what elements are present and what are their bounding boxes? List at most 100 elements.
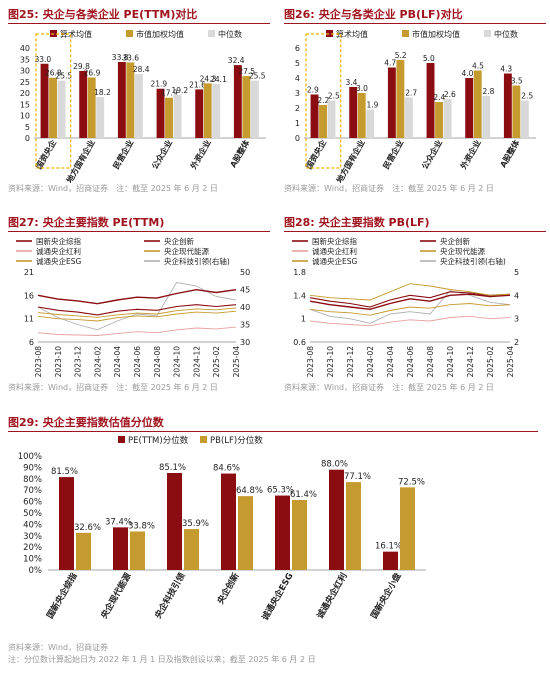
data-label: 2.2 [317,96,329,105]
figure-29-title-rule [8,431,538,432]
data-label: 26.9 [84,68,101,77]
figure-29-panel: 图29: 央企主要指数估值分位数 PE(TTM)分位数 PB(LF)分位数 0% 10%… [8,414,546,674]
bar-pb-percentile [76,532,91,570]
y-tick-label: 3 [295,89,300,98]
figure-27-number: 图27: [8,216,39,229]
category-label: 外资企业 [188,138,213,171]
bar-median [173,94,182,138]
category-label: 公众企业 [149,138,174,171]
y-tick-label: 0 [295,134,300,143]
data-label: 84.6% [213,464,240,474]
figure-29-chart: PE(TTM)分位数 PB(LF)分位数 0%10% 20%30% 40%50%60% 7… [18,435,426,622]
x-tick-label: 2024-08 [426,346,435,378]
right-y-tick-label: 35 [240,321,250,330]
x-tick-label: 2024-04 [386,346,395,378]
bar-median [366,109,375,138]
category-label: 国资央企 [33,137,58,171]
x-tick-label: 2023-10 [54,346,63,378]
series-line [37,304,237,316]
data-label: 24.1 [210,75,227,84]
data-label: 5.2 [395,51,407,60]
category-label: 央企科技引领 [153,571,188,621]
figure-26-panel: 图26: 央企与各类企业 PB(LF)对比 0 1 2 3 4 5 6 算术均值 市值加权均值 中位… [284,6,546,196]
data-label: 37.4% [105,517,132,527]
figure-28-title-rule [284,231,546,232]
data-label: 33.8 [112,53,129,62]
figure-27-source: 资料来源：Wind，招商证券 注：截至 2025 年 6 月 2 日 [8,383,218,392]
bar-mean [40,63,49,138]
legend-label: 市值加权均值 [412,29,460,39]
bar-weighted [203,83,212,138]
bar-weighted [512,85,521,138]
bar-median [482,96,491,138]
y-tick-label: 20% [23,543,42,553]
data-label: 2.9 [307,86,319,95]
figure-25-title: 图25: 央企与各类企业 PE(TTM)对比 [8,6,197,22]
y-tick-label: 60% [23,498,42,508]
figure-28-panel: 图28: 央企主要指数 PB(LF) 国新央企综指 央企创新 诚通央企红利 央企现代能源… [284,214,546,394]
data-label: 2.8 [483,87,495,96]
series-line [309,293,511,311]
figure-27-panel: 图27: 央企主要指数 PE(TTM) 国新央企综指 央企创新 诚通央企红利 央企现代能… [8,214,270,394]
x-tick-label: 2024-12 [466,346,475,378]
left-y-tick-label: 0.6 [293,338,306,347]
series-line [37,282,237,331]
series-line [37,310,237,322]
bar-pe-percentile [167,472,182,570]
bar-weighted [357,93,366,138]
x-tick-label: 2023-08 [306,346,315,378]
bar-median [520,100,529,138]
highlight-box [305,33,342,169]
legend-label: 央企创新 [164,236,194,246]
figure-25-title-rule [8,23,270,24]
bar-median [96,97,105,138]
highlight-box [35,33,72,169]
legend-label: 央企科技引领(右轴) [164,256,230,266]
left-y-tick-label: 1 [301,315,306,324]
data-label: 29.8 [73,62,90,71]
legend-label: 中位数 [218,29,242,39]
y-tick-label: 0% [29,566,43,576]
legend-label: 国新央企综指 [312,236,357,246]
data-label: 4.0 [462,69,474,78]
x-tick-label: 2025-02 [212,346,221,378]
x-tick-label: 2025-02 [486,346,495,378]
bar-mean [79,70,88,138]
bar-mean [465,78,474,138]
data-label: 2.6 [444,90,456,99]
right-y-tick-label: 3 [514,315,519,324]
x-tick-label: 2024-04 [113,346,122,378]
y-tick-label: 15 [20,100,30,109]
x-tick-label: 2024-06 [133,346,142,378]
bar-mean [117,61,126,139]
data-label: 2.7 [405,89,417,98]
figure-29-source: 资料来源：Wind，招商证券 [8,643,109,652]
legend-label: 国新央企综指 [36,236,81,246]
data-label: 19.2 [171,86,188,95]
bar-pb-percentile [184,529,199,570]
data-label: 28.4 [133,65,150,74]
x-tick-label: 2025-04 [232,346,241,378]
data-label: 1.9 [367,101,379,110]
bar-pe-percentile [59,477,74,570]
legend-label: 诚通央企红利 [36,246,81,256]
legend-label: 央企科技引领(右轴) [440,256,506,266]
category-label: 国新央企综指 [45,571,80,621]
category-label: 诚通央企ESG [260,571,296,622]
legend-label: 算术均值 [336,29,368,39]
bar-weighted [126,62,135,138]
series-line [37,307,237,318]
legend-label: 算术均值 [60,29,92,39]
figure-29-title-text: 央企主要指数估值分位数 [42,416,164,429]
data-label: 61.4% [290,490,317,500]
bar-median [327,100,336,138]
left-y-tick-label: 16 [24,291,34,300]
data-label: 21.6 [189,80,206,89]
right-y-tick-label: 30 [240,338,250,347]
legend-label: 诚通央企ESG [312,256,357,266]
figure-26-number: 图26: [284,8,315,21]
data-label: 2.5 [521,92,533,101]
